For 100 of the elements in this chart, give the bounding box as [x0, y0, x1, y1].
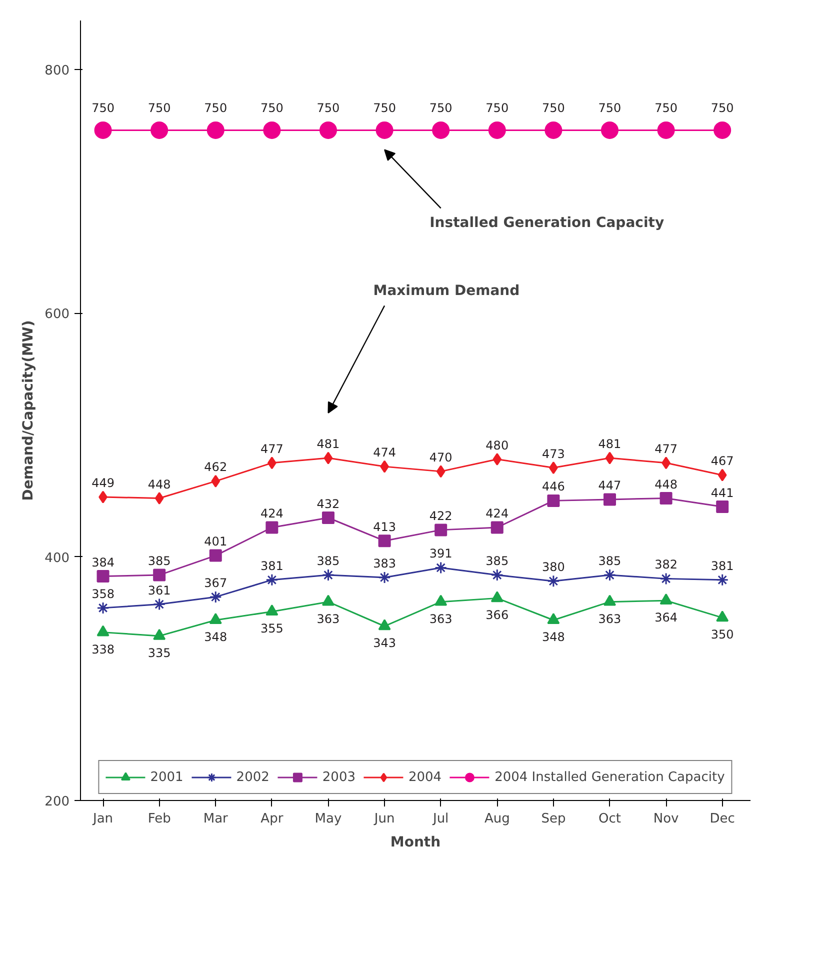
data-label: 363 — [598, 612, 622, 626]
point — [600, 121, 618, 139]
data-label: 366 — [486, 608, 509, 622]
y-tick-label: 400 — [44, 550, 70, 566]
point — [492, 453, 502, 466]
point — [96, 625, 110, 636]
point — [263, 121, 281, 139]
data-label: 750 — [654, 101, 678, 116]
data-label: 481 — [598, 437, 622, 452]
x-tick-label: Feb — [148, 812, 171, 826]
annotation: Installed Generation Capacity — [430, 214, 664, 231]
legend-label: 2004 Installed Generation Capacity — [494, 770, 725, 784]
point — [603, 493, 616, 506]
data-label: 750 — [598, 101, 622, 116]
point — [378, 619, 391, 630]
point — [154, 492, 164, 504]
data-label: 348 — [542, 630, 565, 644]
point — [206, 121, 224, 139]
data-label: 422 — [429, 508, 452, 523]
data-label: 462 — [204, 460, 228, 474]
y-tick-label: 200 — [44, 794, 70, 810]
data-label: 348 — [204, 630, 228, 644]
point — [603, 594, 616, 606]
data-label: 382 — [654, 558, 678, 572]
data-label: 477 — [654, 442, 678, 456]
point — [547, 494, 560, 507]
data-label: 750 — [204, 101, 228, 116]
data-label: 481 — [316, 437, 340, 452]
x-tick-label: Dec — [710, 812, 735, 826]
legend-label: 2003 — [322, 770, 356, 784]
data-label: 413 — [373, 520, 396, 534]
point — [660, 594, 672, 605]
data-label: 750 — [373, 101, 396, 116]
data-label: 750 — [486, 101, 509, 116]
data-label: 473 — [542, 446, 565, 461]
data-label: 363 — [316, 612, 340, 626]
point — [96, 602, 110, 614]
point — [547, 574, 560, 588]
data-label: 380 — [542, 560, 565, 574]
data-label: 367 — [204, 576, 228, 590]
point — [322, 568, 334, 582]
point — [716, 610, 729, 622]
point — [209, 613, 222, 624]
data-label: 446 — [542, 480, 565, 494]
data-label: 385 — [316, 554, 340, 568]
data-label: 358 — [92, 586, 114, 601]
y-tick-label: 800 — [44, 63, 70, 78]
point — [714, 121, 732, 139]
point — [150, 121, 168, 139]
point — [490, 568, 504, 582]
x-tick-label: Nov — [653, 812, 680, 826]
data-label: 467 — [710, 454, 734, 468]
x-tick-label: Oct — [598, 812, 621, 826]
point — [436, 465, 446, 478]
data-label: 355 — [260, 622, 284, 636]
data-label: 381 — [260, 558, 284, 573]
point — [660, 492, 672, 504]
point — [94, 121, 112, 139]
point — [378, 571, 391, 584]
x-tick-label: Sep — [541, 812, 566, 826]
data-label: 750 — [429, 101, 452, 116]
data-label: 449 — [92, 476, 114, 490]
data-label: 750 — [542, 101, 565, 116]
data-label: 470 — [429, 450, 452, 464]
data-label: 448 — [148, 477, 171, 492]
point — [434, 561, 448, 574]
data-label: 424 — [486, 506, 509, 520]
y-tick-label: 600 — [44, 307, 70, 322]
data-label: 401 — [204, 534, 228, 549]
data-label: 364 — [654, 610, 678, 625]
data-label: 361 — [148, 583, 171, 598]
point — [209, 590, 222, 604]
x-tick-label: Mar — [203, 812, 229, 826]
x-tick-label: May — [314, 812, 342, 826]
legend-label: 2002 — [236, 770, 270, 784]
point — [324, 452, 333, 464]
data-label: 447 — [598, 478, 622, 492]
y-axis-title: Demand/Capacity(MW) — [20, 320, 37, 501]
data-label: 385 — [598, 554, 622, 568]
point — [544, 121, 562, 139]
point — [319, 121, 337, 139]
point — [153, 568, 166, 582]
point — [432, 121, 450, 139]
data-label: 343 — [373, 636, 396, 650]
data-label: 474 — [373, 446, 396, 460]
x-tick-label: Jan — [92, 812, 114, 826]
data-label: 477 — [260, 442, 284, 456]
data-label: 385 — [486, 554, 509, 568]
data-label: 750 — [710, 101, 734, 116]
point — [434, 594, 448, 606]
data-label: 385 — [148, 554, 171, 568]
point — [266, 604, 278, 616]
point — [96, 570, 110, 582]
point — [378, 534, 391, 548]
data-label: 750 — [260, 101, 284, 116]
legend-label: 2001 — [150, 770, 184, 784]
data-label: 750 — [148, 101, 171, 116]
point — [716, 500, 729, 514]
point — [657, 121, 675, 139]
point — [153, 598, 166, 611]
